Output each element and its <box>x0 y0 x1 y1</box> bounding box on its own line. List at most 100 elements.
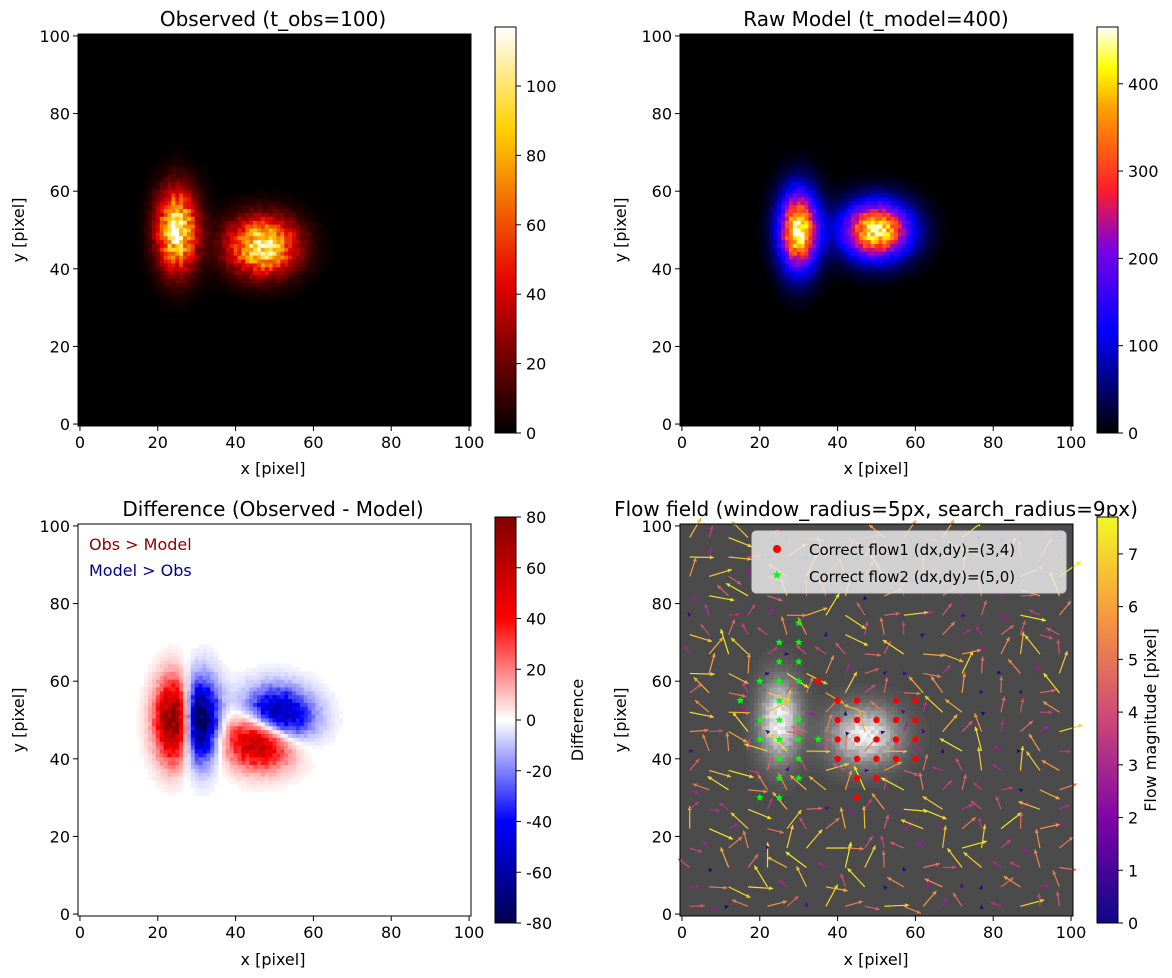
heatmap-cell <box>144 259 149 264</box>
heatmap-cell <box>311 239 316 244</box>
heatmap-cell <box>186 224 192 229</box>
heatmap-cell <box>843 193 848 198</box>
heatmap-cell <box>280 243 285 248</box>
heatmap-cell <box>315 718 320 723</box>
heatmap-cell <box>773 162 778 167</box>
flow-bg-cell <box>808 764 813 769</box>
heatmap-cell <box>229 737 235 742</box>
heatmap-cell <box>159 259 164 264</box>
heatmap-cell <box>198 675 203 680</box>
heatmap-cell <box>225 675 231 680</box>
heatmap-cell <box>882 239 887 244</box>
heatmap-cell <box>249 768 254 773</box>
heatmap-cell <box>249 741 254 746</box>
heatmap-cell <box>260 216 266 221</box>
heatmap-cell <box>233 255 238 260</box>
heatmap-cell <box>190 239 196 244</box>
heatmap-cell <box>148 282 153 287</box>
heatmap-cell <box>311 231 316 237</box>
heatmap-cell <box>288 706 293 711</box>
heatmap-cell <box>155 208 161 213</box>
heatmap-cell <box>288 768 293 773</box>
heatmap-cell <box>808 235 813 241</box>
heatmap-cell <box>295 197 301 202</box>
heatmap-cell <box>785 266 790 272</box>
heatmap-cell <box>233 220 238 225</box>
heatmap-cell <box>932 259 938 264</box>
heatmap-cell <box>886 274 891 279</box>
heatmap-cell <box>303 231 308 237</box>
heatmap-cell <box>897 270 903 276</box>
heatmap-cell <box>163 208 168 213</box>
heatmap-cell <box>194 749 200 754</box>
heatmap-cell <box>812 266 817 272</box>
heatmap-cell <box>179 266 184 272</box>
heatmap-cell <box>874 278 879 283</box>
heatmap-cell <box>330 733 336 738</box>
heatmap-cell <box>311 262 316 268</box>
heatmap-cell <box>214 243 219 248</box>
flow-bg-cell <box>757 768 763 773</box>
flow-bg-cell <box>746 760 751 766</box>
heatmap-cell <box>159 255 164 260</box>
heatmap-cell <box>198 266 203 272</box>
heatmap-cell <box>792 247 798 252</box>
heatmap-cell <box>303 702 308 707</box>
heatmap-cell <box>151 177 157 182</box>
heatmap-cell <box>214 259 219 264</box>
heatmap-cell <box>144 220 149 225</box>
heatmap-cell <box>288 216 293 221</box>
heatmap-cell <box>167 165 172 171</box>
heatmap-cell <box>823 270 829 276</box>
heatmap-cell <box>272 756 277 762</box>
flow-bg-cell <box>897 768 903 773</box>
heatmap-cell <box>280 683 285 688</box>
heatmap-cell <box>171 675 176 680</box>
heatmap-cell <box>292 776 297 781</box>
heatmap-cell <box>253 776 258 781</box>
heatmap-cell <box>241 729 246 734</box>
heatmap-cell <box>268 262 273 268</box>
heatmap-cell <box>307 235 312 241</box>
heatmap-cell <box>214 745 219 750</box>
heatmap-cell <box>276 663 281 668</box>
heatmap-cell <box>788 154 794 159</box>
heatmap-cell <box>327 694 332 700</box>
heatmap-cell <box>820 266 825 272</box>
heatmap-cell <box>241 706 246 711</box>
heatmap-cell <box>812 235 817 241</box>
heatmap-cell <box>757 235 763 241</box>
flow-bg-cell <box>800 768 805 773</box>
heatmap-cell <box>241 270 246 276</box>
flow-bg-cell <box>781 784 786 789</box>
heatmap-cell <box>307 270 312 276</box>
heatmap-cell <box>319 706 324 711</box>
heatmap-cell <box>874 286 879 291</box>
heatmap-cell <box>241 760 246 766</box>
heatmap-cell <box>202 659 207 665</box>
heatmap-cell <box>186 239 192 244</box>
heatmap-cell <box>862 278 868 283</box>
heatmap-cell <box>140 749 145 754</box>
heatmap-cell <box>280 235 285 241</box>
flow-bg-cell <box>785 791 790 797</box>
heatmap-cell <box>812 301 817 307</box>
heatmap-cell <box>253 690 258 696</box>
heatmap-cell <box>183 745 188 750</box>
heatmap-cell <box>812 239 817 244</box>
heatmap-cell <box>221 239 227 244</box>
heatmap-cell <box>847 200 852 206</box>
heatmap-cell <box>874 197 879 202</box>
heatmap-cell <box>171 181 176 186</box>
heatmap-cell <box>272 721 277 727</box>
heatmap-cell <box>886 220 891 225</box>
heatmap-cell <box>151 181 157 186</box>
heatmap-cell <box>155 776 161 781</box>
heatmap-cell <box>186 718 192 723</box>
heatmap-cell <box>225 702 231 707</box>
heatmap-cell <box>323 231 328 237</box>
heatmap-cell <box>229 729 235 734</box>
heatmap-cell <box>292 255 297 260</box>
heatmap-cell <box>874 193 879 198</box>
heatmap-cell <box>276 239 281 244</box>
